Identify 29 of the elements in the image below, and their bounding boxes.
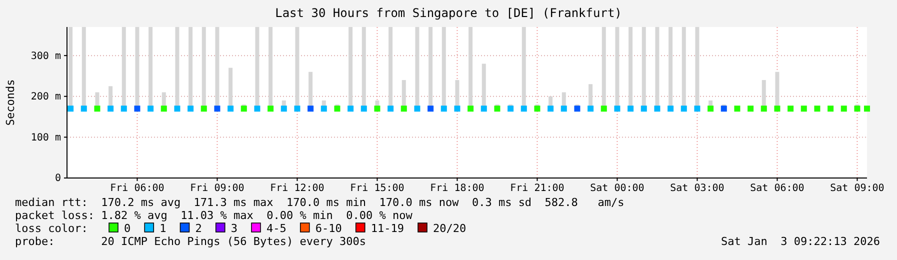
legend-title: loss color:: [15, 222, 88, 235]
x-tick-label: Fri 15:00: [350, 183, 404, 194]
x-tick-label: Fri 09:00: [190, 183, 244, 194]
y-tick-label: 200 m: [30, 92, 61, 103]
x-tick-label: Fri 18:00: [430, 183, 484, 194]
chart-title: Last 30 Hours from Singapore to [DE] (Frankfurt): [275, 6, 622, 20]
text: Sat Jan 3 09:22:13 2026: [721, 235, 880, 248]
x-tick-label: Sat 03:00: [670, 183, 724, 194]
text: packet loss: 1.82 % avg 11.03 % max 0.00 % min 0.00 % now: [15, 209, 413, 222]
legend-label: 6-10: [315, 222, 342, 235]
y-axis-title: Seconds: [4, 79, 17, 126]
x-tick-label: Sat 09:00: [830, 183, 884, 194]
legend-label: 3: [230, 222, 238, 235]
legend-label: 2: [195, 222, 202, 235]
x-tick-label: Fri 21:00: [510, 183, 564, 194]
text: median rtt: 170.2 ms avg 171.3 ms max 170.0 ms min 170.0 ms now 0.3 ms sd 582.8 am/s: [15, 196, 624, 209]
legend-label: 1: [160, 222, 166, 235]
x-tick-label: Sat 00:00: [590, 183, 644, 194]
text: probe: 20 ICMP Echo Pings (56 Bytes) every 300s: [15, 235, 366, 248]
x-tick-label: Fri 06:00: [110, 183, 164, 194]
legend-label: 11-19: [370, 222, 404, 235]
x-tick-label: Sat 06:00: [750, 183, 804, 194]
legend-label: 0: [124, 222, 131, 235]
legend-label: 20/20: [433, 222, 466, 235]
legend-label: 4-5: [266, 222, 286, 235]
y-tick-label: 0: [54, 173, 61, 184]
y-tick-label: 100 m: [30, 132, 61, 144]
x-tick-label: Fri 12:00: [270, 183, 324, 194]
y-tick-label: 300 m: [30, 50, 61, 62]
